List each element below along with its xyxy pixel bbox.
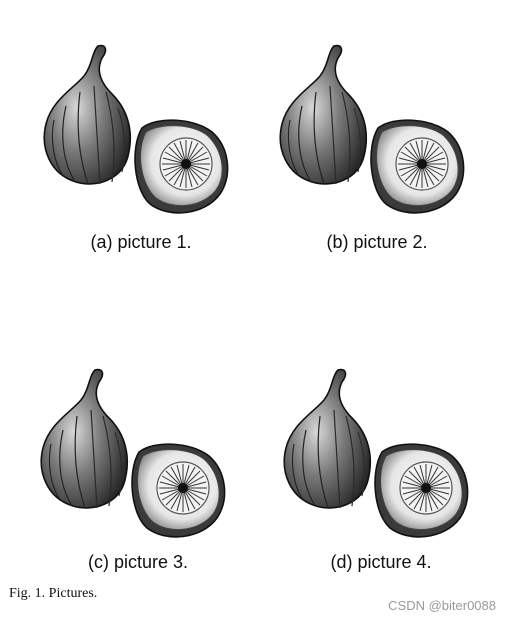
subfigure-caption-b: (b) picture 2. [326, 232, 428, 252]
subfigure-b: (b) picture 2. [272, 36, 482, 252]
subfigure-d: (d) picture 4. [276, 360, 486, 572]
subfigure-caption-d: (d) picture 4. [330, 552, 432, 572]
subfigure-a: (a) picture 1. [36, 36, 246, 252]
fig-illustration-b [279, 44, 465, 214]
fig-illustration-c [40, 368, 226, 538]
subfigure-c: (c) picture 3. [33, 360, 243, 572]
fig-illustration-d [283, 368, 469, 538]
watermark: CSDN @biter0088 [388, 598, 496, 613]
subfigure-caption-c: (c) picture 3. [87, 552, 189, 572]
figure-caption: Fig. 1. Pictures. [9, 586, 98, 601]
fig-illustration-a [43, 44, 229, 214]
subfigure-caption-a: (a) picture 1. [90, 232, 192, 252]
